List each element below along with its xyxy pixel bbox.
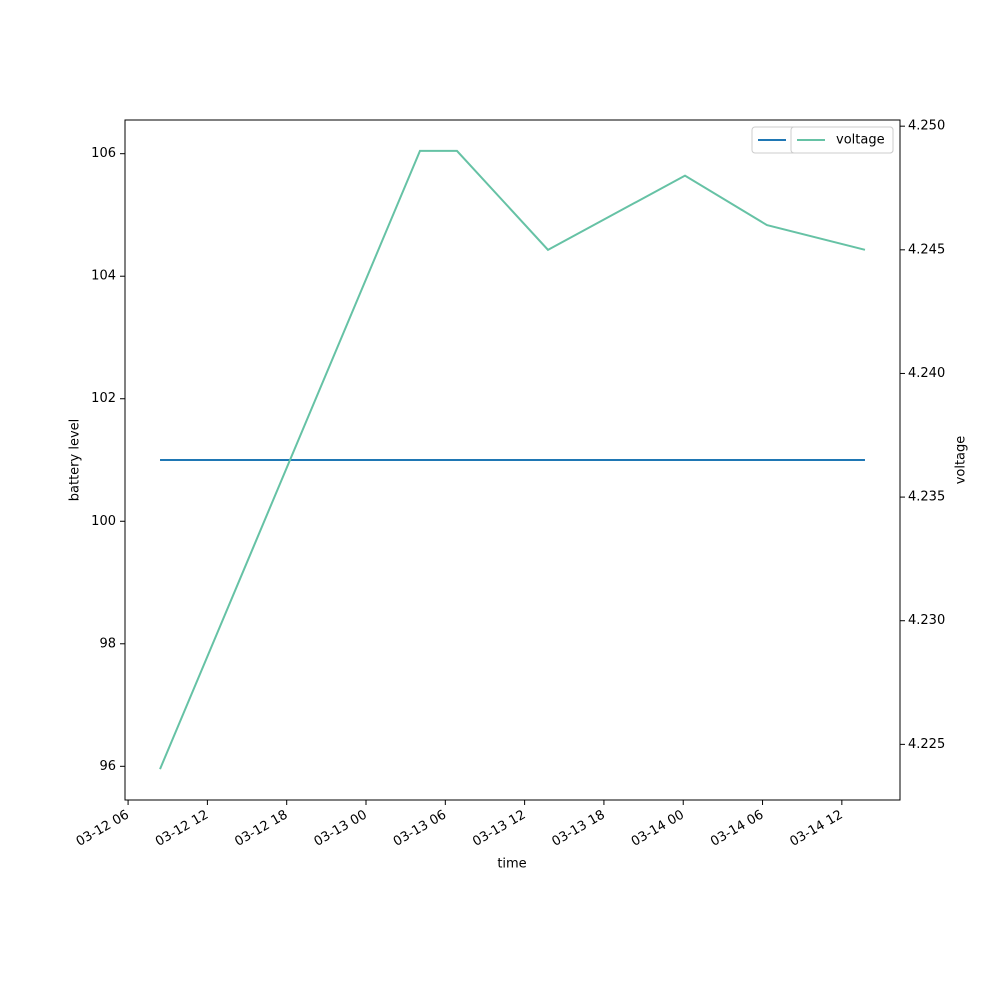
legend-label: voltage [836,133,885,148]
y-tick-label: 96 [99,759,116,774]
legend-box [790,126,894,154]
x-tick-label: 03-12 12 [153,808,211,850]
x-tick-label: 03-12 06 [74,808,132,850]
x-tick-label: 03-13 06 [391,808,449,850]
y2-tick-label: 4.230 [908,613,945,628]
y-tick-label: 100 [91,514,116,529]
x-tick-label: 03-12 18 [232,808,290,850]
x-tick-label: 03-13 18 [550,808,608,850]
y2-tick-label: 4.235 [908,490,945,505]
x-tick-label: 03-14 06 [708,808,766,850]
plot-frame [124,119,901,801]
legend: voltage [790,126,894,154]
y-tick-label: 104 [91,269,116,284]
x-tick-label: 03-14 00 [629,808,687,850]
y-tick-label: 102 [91,391,116,406]
x-tick-label: 03-13 00 [312,808,370,850]
y2-tick-label: 4.250 [908,119,945,134]
y-axis-label: battery level [68,419,83,502]
x-axis-label: time [497,857,526,872]
x-tick-label: 03-13 12 [470,808,528,850]
x-tick-label: 03-14 12 [787,808,845,850]
y-tick-label: 98 [99,636,116,651]
y-tick-label: 106 [91,146,116,161]
y2-tick-label: 4.225 [908,737,945,752]
y2-tick-label: 4.245 [908,242,945,257]
y2-tick-label: 4.240 [908,366,945,381]
y2-axis-label: voltage [954,436,969,485]
series-line [159,149,866,770]
